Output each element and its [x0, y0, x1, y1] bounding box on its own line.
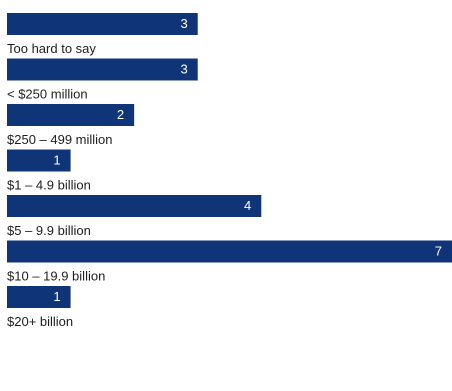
category-label: $20+ billion [7, 314, 73, 329]
category-label: < $250 million [7, 87, 88, 102]
bar-value-label: 3 [180, 16, 187, 31]
category-label: Too hard to say [7, 41, 96, 56]
category-label: $1 – 4.9 billion [7, 178, 91, 193]
category-label: $5 – 9.9 billion [7, 223, 91, 238]
category-label: $250 – 499 million [7, 132, 113, 147]
bar-value-label: 4 [244, 198, 251, 213]
bar-value-label: 7 [435, 244, 442, 259]
bar [7, 240, 452, 263]
bar [7, 286, 71, 308]
bar-value-label: 1 [53, 153, 60, 168]
bar-value-label: 1 [53, 289, 60, 304]
bar-value-label: 2 [117, 107, 124, 122]
bar [7, 13, 198, 35]
bar [7, 149, 71, 172]
bar [7, 58, 198, 81]
category-label: $10 – 19.9 billion [7, 269, 105, 284]
bar [7, 104, 135, 126]
bar-value-label: 3 [180, 62, 187, 77]
bar [7, 195, 262, 217]
